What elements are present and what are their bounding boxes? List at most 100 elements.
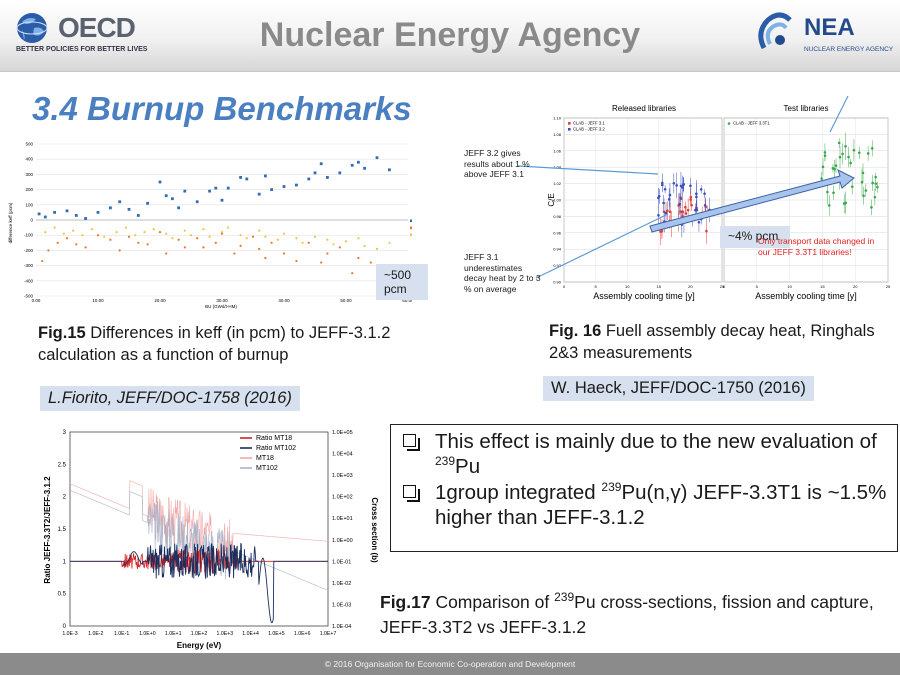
fig15-point: [124, 226, 127, 229]
fig15-point: [245, 237, 248, 240]
fig15-point: [220, 232, 224, 235]
fig16-point: [661, 183, 664, 187]
fig16-point: [862, 194, 865, 198]
fig15-point: [295, 259, 298, 263]
fig15-ytick-label: 0: [30, 218, 33, 223]
fig15-point: [264, 256, 267, 260]
fig15-caption-label: Fig.15: [38, 324, 86, 342]
fig16-ytick-label: 1.00: [553, 198, 562, 203]
fig16-ytick-label: 1.02: [553, 181, 562, 186]
fig15-point: [344, 240, 348, 243]
fig15-xtick-label: 20.00: [154, 298, 166, 303]
fig15-point: [103, 235, 106, 238]
fig16-point: [681, 186, 684, 189]
fig15-point: [214, 186, 218, 190]
fig16-callout-line-top: [517, 165, 659, 175]
fig15-point: [53, 211, 56, 214]
fig16-point: [679, 197, 683, 200]
checkbox-bullet-icon: [403, 485, 420, 502]
fig15-point: [239, 176, 242, 179]
fig16-note-bottom: JEFF 3.1 underestimates decay heat by 2 …: [464, 252, 546, 294]
fig15-point: [127, 235, 131, 238]
fig17-xtick: 1.0E+0: [139, 631, 156, 637]
fig15-ytick-label: 300: [25, 172, 33, 177]
fig15-ytick-label: 500: [25, 142, 33, 147]
key-findings-box: This effect is mainly due to the new eva…: [390, 424, 898, 552]
fig15-point: [301, 241, 304, 244]
bullet-2-text-b: Pu(n,γ) JEFF-3.3T1 is ~1.5% higher than …: [435, 481, 887, 529]
fig16-point: [820, 177, 823, 180]
fig15-legend-marker: [410, 226, 413, 230]
fig15-point: [171, 197, 174, 201]
fig15-point: [56, 241, 59, 244]
fig15-point: [375, 156, 379, 160]
fig17-ytick-left: 2: [63, 495, 67, 501]
fig15-point: [44, 231, 47, 234]
fig16-xtick-label: 10: [787, 284, 792, 289]
fig16-point: [668, 210, 672, 214]
fig17-ytick-right: 1.0E-04: [332, 624, 351, 630]
fig16-point: [664, 211, 668, 215]
fig15-point: [357, 256, 360, 260]
fig15-point: [171, 237, 174, 240]
fig16-xtick-label: 5: [756, 284, 759, 289]
fig15-point: [53, 226, 56, 229]
fig15-point: [388, 241, 391, 244]
bullet-item-1: This effect is mainly due to the new eva…: [399, 429, 891, 479]
fig17-ytick-right: 1.0E+05: [332, 430, 353, 436]
fig15-point: [227, 226, 230, 229]
header-title: Nuclear Energy Agency: [259, 16, 641, 54]
fig16-point: [823, 154, 827, 158]
fig16-arrow-label-box: ~4% pcm: [720, 226, 790, 248]
fig17-xtick: 1.0E+5: [268, 631, 285, 637]
fig16-caption: Fig. 16 Fuell assembly decay heat, Ringh…: [549, 320, 889, 364]
fig15-ytick-label: -100: [24, 233, 34, 238]
fig16-ytick-label: 1.06: [553, 148, 562, 153]
fig15-point: [220, 198, 224, 202]
globe-icon: [16, 13, 48, 43]
fig16-point: [838, 155, 842, 159]
fig16-point: [703, 192, 706, 195]
fig15-point: [127, 207, 131, 211]
fig15-legend-marker: [410, 233, 413, 237]
fig15-point: [369, 261, 372, 264]
fig16-note-bottom-text: JEFF 3.1 underestimates decay heat by 2 …: [464, 252, 541, 294]
fig16-point: [860, 180, 864, 184]
fig15-point: [257, 192, 261, 196]
fig15-point: [75, 243, 78, 246]
fig15-point: [183, 189, 187, 193]
fig15-point: [338, 171, 342, 175]
fig17-ytick-right: 1.0E+03: [332, 473, 353, 479]
fig15-ytick-label: -200: [24, 248, 34, 253]
fig17-caption: Fig.17 Comparison of 239Pu cross-section…: [380, 590, 890, 640]
fig15-xtick-label: 40.00: [278, 298, 290, 303]
fig15-point: [270, 241, 273, 244]
fig15-point: [313, 235, 317, 238]
fig15-point: [282, 232, 286, 235]
fig17-ytick-right: 1.0E+04: [332, 452, 353, 458]
nea-logo: NEA NUCLEAR ENERGY AGENCY: [754, 8, 894, 60]
fig16-point: [686, 208, 690, 212]
fig17-xlabel: Energy (eV): [177, 641, 222, 650]
fig16-note-top: JEFF 3.2 gives results about 1 % above J…: [464, 148, 546, 180]
fig15-point: [208, 189, 211, 193]
fig15-point: [245, 177, 249, 181]
fig16-point: [657, 196, 660, 200]
fig15-point: [351, 272, 354, 275]
fig16-point: [684, 205, 687, 209]
bullet-1-text-a: This effect is mainly due to the new eva…: [435, 430, 877, 453]
fig15-point: [195, 200, 199, 204]
fig15-caption-text: Differences in keff (in pcm) to JEFF-3.1…: [38, 324, 391, 364]
fig15-point: [202, 228, 205, 231]
fig15-point: [74, 214, 78, 217]
fig15-point: [258, 229, 261, 232]
fig15-ytick-label: 400: [25, 157, 33, 162]
fig15-point: [37, 212, 41, 216]
fig16-point: [873, 195, 877, 199]
fig16-xtick-label: 0: [563, 284, 566, 289]
fig15-point: [258, 247, 261, 250]
fig16-point: [821, 165, 825, 169]
fig15-point: [84, 217, 87, 220]
fig17-legend-entry: Ratio MT102: [256, 445, 296, 452]
header-band: OECD BETTER POLICIES FOR BETTER LIVES Nu…: [0, 0, 900, 72]
